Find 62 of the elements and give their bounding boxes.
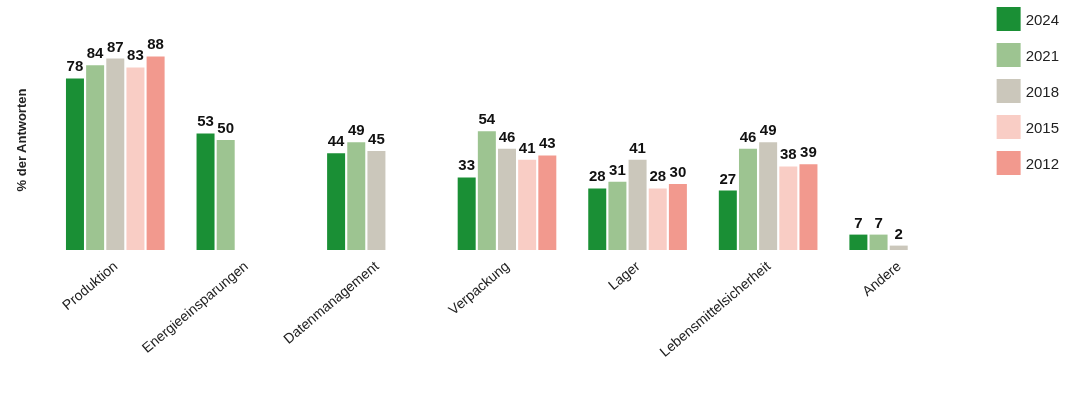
bar bbox=[126, 67, 145, 250]
bar bbox=[668, 184, 687, 250]
data-label: 46 bbox=[498, 127, 516, 145]
bar bbox=[849, 234, 868, 250]
data-label: 7 bbox=[854, 213, 863, 231]
bar bbox=[367, 151, 386, 250]
bar bbox=[759, 142, 778, 250]
bar bbox=[65, 78, 84, 250]
legend-label: 2018 bbox=[1025, 82, 1060, 100]
legend-label: 2015 bbox=[1025, 118, 1060, 136]
bar bbox=[347, 142, 366, 250]
bar bbox=[779, 166, 798, 250]
data-label: 84 bbox=[86, 44, 105, 62]
data-label: 2 bbox=[894, 224, 903, 242]
data-label: 28 bbox=[649, 167, 667, 185]
data-label: 39 bbox=[800, 143, 817, 161]
data-label: 49 bbox=[759, 121, 777, 139]
legend-label: 2012 bbox=[1025, 154, 1060, 172]
bar bbox=[106, 58, 125, 250]
data-label: 49 bbox=[347, 121, 365, 139]
data-label: 44 bbox=[327, 132, 346, 150]
bar bbox=[889, 245, 908, 250]
data-label: 88 bbox=[147, 35, 164, 53]
data-label: 41 bbox=[629, 138, 646, 156]
legend-label: 2024 bbox=[1025, 10, 1060, 28]
data-label: 27 bbox=[719, 169, 737, 187]
bar bbox=[327, 153, 346, 250]
data-label: 33 bbox=[458, 156, 476, 174]
data-label: 41 bbox=[518, 138, 536, 156]
data-label: 38 bbox=[779, 145, 797, 163]
data-label: 53 bbox=[197, 112, 214, 130]
bar bbox=[216, 140, 235, 250]
bar bbox=[738, 148, 757, 250]
data-label: 46 bbox=[739, 127, 757, 145]
data-label: 45 bbox=[368, 130, 385, 147]
bar bbox=[648, 188, 667, 250]
data-label: 43 bbox=[538, 134, 556, 152]
data-label: 83 bbox=[127, 46, 144, 64]
bar bbox=[588, 188, 607, 250]
bar bbox=[538, 155, 557, 250]
y-axis-title: % der Antworten bbox=[14, 88, 29, 192]
data-label: 54 bbox=[478, 110, 496, 128]
bar bbox=[799, 164, 818, 250]
bar bbox=[477, 131, 496, 250]
data-label: 50 bbox=[217, 119, 235, 136]
bar bbox=[518, 159, 537, 250]
legend-label: 2021 bbox=[1025, 46, 1060, 64]
bar bbox=[869, 234, 888, 250]
data-label: 28 bbox=[588, 167, 606, 185]
bar bbox=[608, 181, 627, 250]
data-label: 31 bbox=[609, 160, 626, 178]
bar bbox=[86, 65, 105, 250]
data-label: 78 bbox=[66, 57, 84, 75]
bar bbox=[628, 159, 647, 250]
bar bbox=[196, 133, 215, 250]
bar bbox=[498, 148, 516, 250]
bar bbox=[718, 190, 737, 250]
bar bbox=[146, 56, 165, 250]
data-label: 87 bbox=[106, 37, 124, 55]
data-label: 7 bbox=[874, 213, 883, 231]
data-label: 30 bbox=[669, 163, 687, 180]
bar bbox=[457, 177, 476, 250]
